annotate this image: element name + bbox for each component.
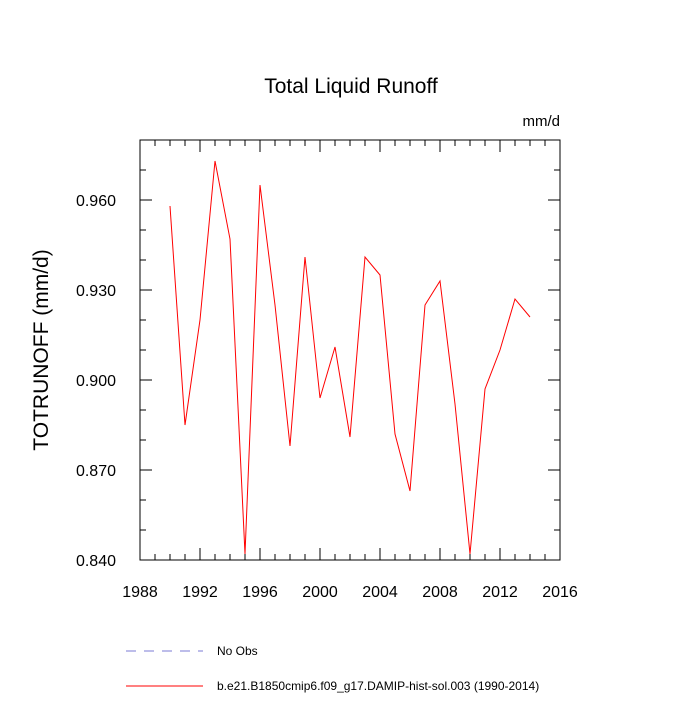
y-tick-label: 0.870 [76,463,116,480]
x-tick-label: 1988 [122,584,158,601]
y-tick-label: 0.840 [76,553,116,570]
y-axis-label: TOTRUNOFF (mm/d) [30,249,53,450]
x-tick-label: 2016 [542,584,578,601]
series-line [169,160,531,555]
chart-title: Total Liquid Runoff [264,75,438,98]
x-tick-label: 2000 [302,584,338,601]
axis-tick-labels: 1988 1992 1996 2000 2004 2008 2012 2016 0.840 0.8… [76,193,578,601]
legend-label: b.e21.B1850cmip6.f09_g17.DAMIP-hist-sol.… [217,679,539,693]
y-tick-label: 0.960 [76,193,116,210]
legend: No Obs b.e21.B1850cmip6.f09_g17.DAMIP-his… [126,644,539,693]
axis-ticks [139,139,561,561]
x-tick-label: 1996 [242,584,278,601]
units-label: mm/d [523,113,561,130]
x-tick-label: 2012 [482,584,518,601]
y-tick-label: 0.930 [76,283,116,300]
series-layer [169,160,531,555]
plot-frame [139,139,561,561]
x-tick-label: 2008 [422,584,458,601]
x-tick-label: 1992 [182,584,218,601]
legend-label: No Obs [217,644,258,658]
x-tick-label: 2004 [362,584,398,601]
y-tick-label: 0.900 [76,373,116,390]
